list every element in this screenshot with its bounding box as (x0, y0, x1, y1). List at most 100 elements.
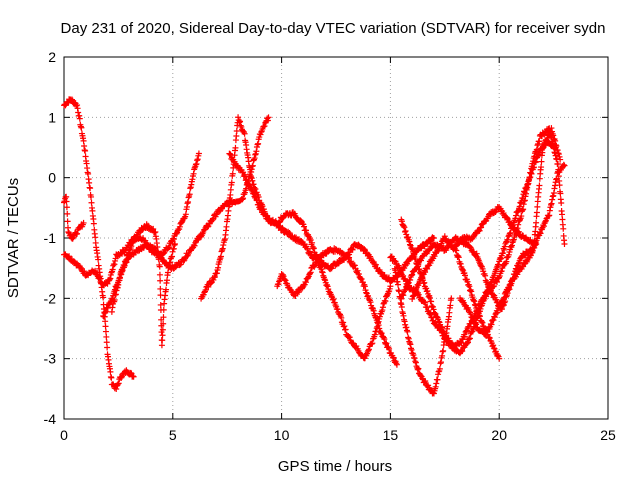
data-point (447, 302, 454, 309)
data-point (471, 301, 478, 308)
data-point (251, 193, 258, 200)
data-point (276, 219, 283, 226)
data-points (61, 96, 568, 397)
data-point (491, 282, 498, 289)
data-point (519, 207, 526, 214)
data-point (417, 245, 424, 252)
data-point (313, 251, 320, 258)
data-point (478, 318, 485, 325)
data-point (489, 317, 496, 324)
x-tick-label: 10 (274, 427, 290, 443)
data-point (128, 243, 135, 250)
data-point (398, 218, 405, 225)
data-point (461, 333, 468, 340)
data-point (490, 342, 497, 349)
data-point (479, 319, 486, 326)
data-point (102, 323, 109, 330)
data-point (280, 273, 287, 280)
data-point (413, 264, 420, 271)
data-point (540, 144, 547, 151)
data-point (536, 138, 543, 145)
data-point (176, 223, 183, 230)
series-arc3 (61, 193, 87, 242)
data-point (430, 306, 437, 313)
data-point (515, 221, 522, 228)
data-point (467, 244, 474, 251)
data-point (261, 210, 268, 217)
data-point (116, 274, 123, 281)
data-point (405, 234, 412, 241)
data-point (529, 247, 536, 254)
data-point (506, 281, 513, 288)
data-point (466, 335, 473, 342)
data-point (462, 272, 469, 279)
data-point (63, 198, 70, 205)
data-point (384, 291, 391, 298)
data-point (390, 354, 397, 361)
data-point (425, 293, 432, 300)
data-point (321, 276, 328, 283)
data-point (554, 160, 561, 167)
data-point (127, 369, 134, 376)
data-point (422, 299, 429, 306)
x-tick-label: 15 (383, 427, 399, 443)
tick-labels: 0 5 10 15 20 25 -4 -3 -2 -1 0 1 2 (44, 49, 616, 443)
data-point (490, 345, 497, 352)
data-point (345, 255, 352, 262)
data-point (491, 314, 498, 321)
data-point (236, 119, 243, 126)
data-point (314, 259, 321, 266)
data-point (240, 195, 247, 202)
data-point (95, 275, 102, 282)
data-point (90, 220, 97, 227)
data-point (557, 156, 564, 163)
data-point (372, 314, 379, 321)
data-point (310, 245, 317, 252)
data-point (499, 250, 506, 257)
series-arc8 (274, 245, 400, 368)
data-point (261, 123, 268, 130)
data-point (553, 142, 560, 149)
data-point (552, 142, 559, 149)
data-point (348, 258, 355, 265)
data-point (277, 218, 284, 225)
data-point (368, 340, 375, 347)
data-point (154, 248, 161, 255)
data-point (78, 124, 85, 131)
data-point (446, 238, 453, 245)
data-point (254, 197, 261, 204)
data-point (89, 207, 96, 214)
data-point (76, 115, 83, 122)
data-point (286, 230, 293, 237)
data-point (548, 125, 555, 132)
data-point (228, 179, 235, 186)
data-point (163, 286, 170, 293)
data-point (119, 373, 126, 380)
data-point (424, 262, 431, 269)
series-arc4 (100, 114, 272, 320)
data-point (355, 271, 362, 278)
data-point (512, 215, 519, 222)
data-point (386, 345, 393, 352)
data-point (403, 283, 410, 290)
data-point (558, 200, 565, 207)
data-point (242, 173, 249, 180)
data-point (421, 279, 428, 286)
data-point (400, 292, 407, 299)
data-point (505, 251, 512, 258)
data-point (170, 236, 177, 243)
data-point (107, 368, 114, 375)
data-point (435, 247, 441, 254)
data-point (400, 272, 407, 279)
data-point (559, 216, 566, 223)
data-point (508, 242, 515, 249)
data-point (301, 223, 308, 230)
data-point (424, 383, 431, 390)
data-point (502, 289, 509, 296)
series-arc12 (398, 161, 568, 313)
data-point (324, 283, 331, 290)
data-point (121, 262, 128, 269)
data-point (411, 355, 418, 362)
data-point (264, 117, 271, 124)
series-arc5 (108, 221, 178, 349)
